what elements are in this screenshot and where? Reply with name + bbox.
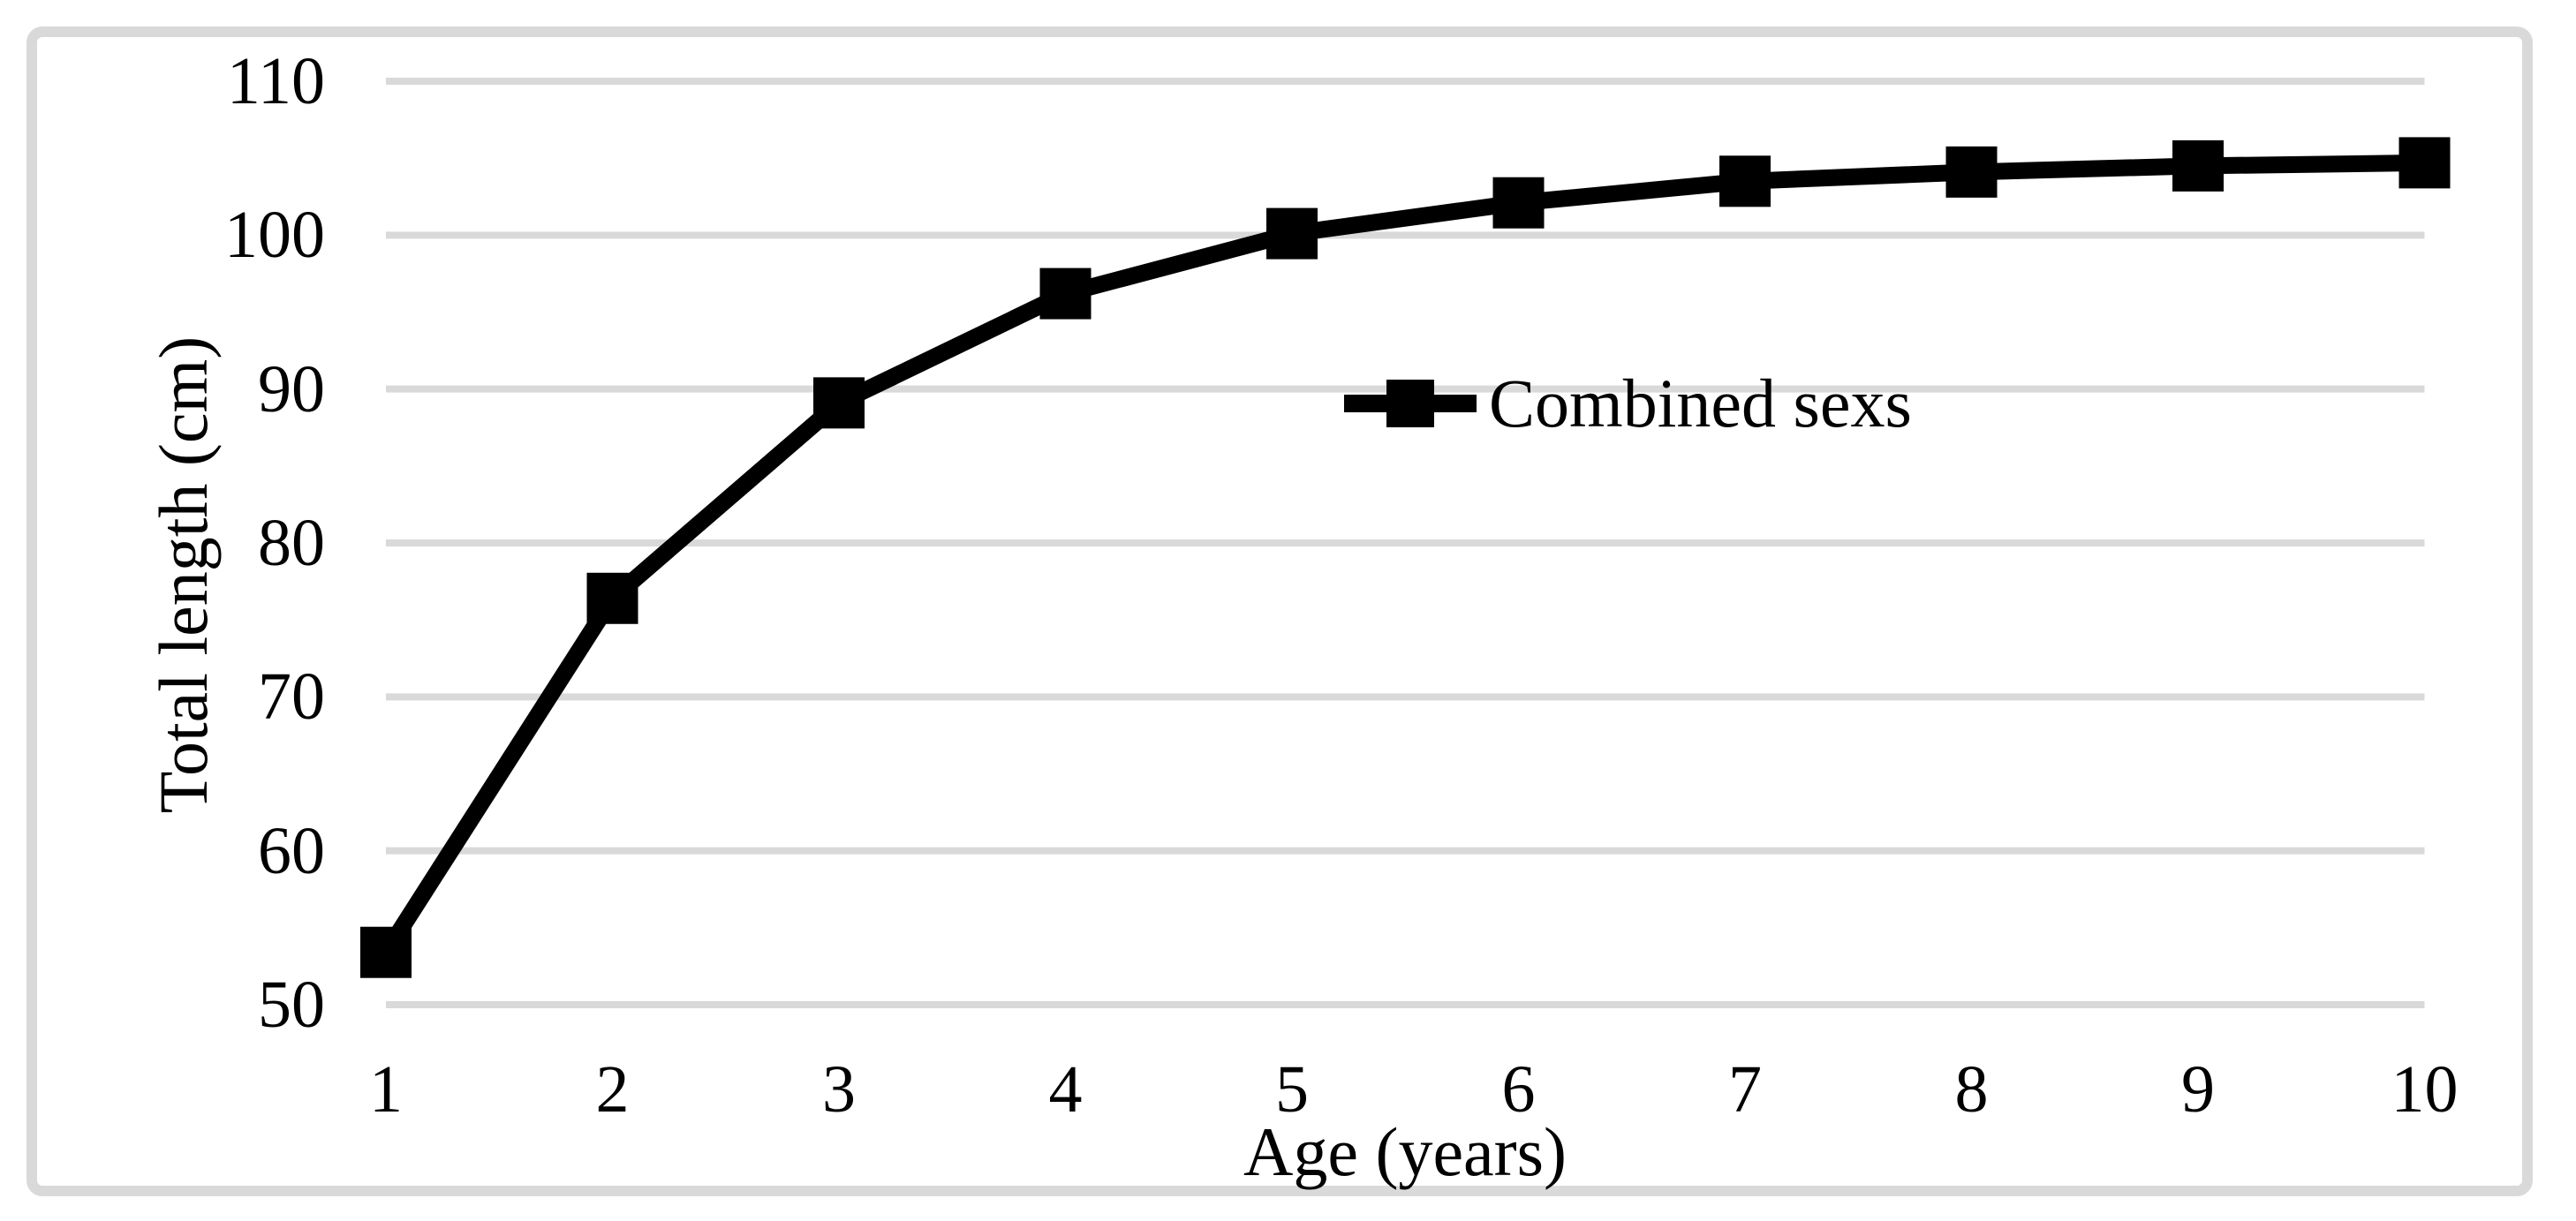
x-tick-label: 10 [2391,1052,2459,1127]
y-tick-label: 110 [226,44,325,118]
y-axis-title: Total length (cm) [145,335,222,814]
data-point-marker [1719,155,1771,207]
series-line [378,154,2425,957]
legend-label: Combined sexs [1489,365,1912,441]
data-point-marker [1039,268,1092,320]
data-point-marker [1945,146,1998,198]
data-point-marker [1492,177,1545,229]
data-point-marker [2172,139,2224,192]
x-axis-title: Age (years) [1243,1113,1567,1190]
legend-line-sample [1344,380,1477,427]
data-point-marker [586,572,638,624]
x-tick-label: 1 [369,1052,403,1127]
data-point-marker [1266,207,1318,260]
y-tick-label: 80 [258,506,325,580]
data-point-marker [2398,137,2451,189]
x-tick-label: 4 [1048,1052,1083,1127]
y-tick-label: 70 [258,659,325,735]
x-tick-label: 7 [1728,1052,1762,1127]
x-tick-label: 5 [1275,1052,1309,1127]
data-point-marker [813,377,865,429]
legend: Combined sexs [1344,364,1912,443]
y-tick-label: 100 [224,198,325,273]
x-tick-label: 3 [822,1052,856,1127]
y-tick-label: 90 [258,351,325,426]
data-point-marker [360,926,412,978]
x-tick-label: 2 [595,1052,630,1127]
x-tick-label: 8 [1954,1052,1989,1127]
y-tick-label: 50 [258,968,325,1042]
legend-square-marker-icon [1386,380,1434,427]
x-tick-label: 9 [2181,1052,2215,1127]
x-tick-label: 6 [1501,1052,1536,1127]
y-tick-label: 60 [258,813,325,888]
